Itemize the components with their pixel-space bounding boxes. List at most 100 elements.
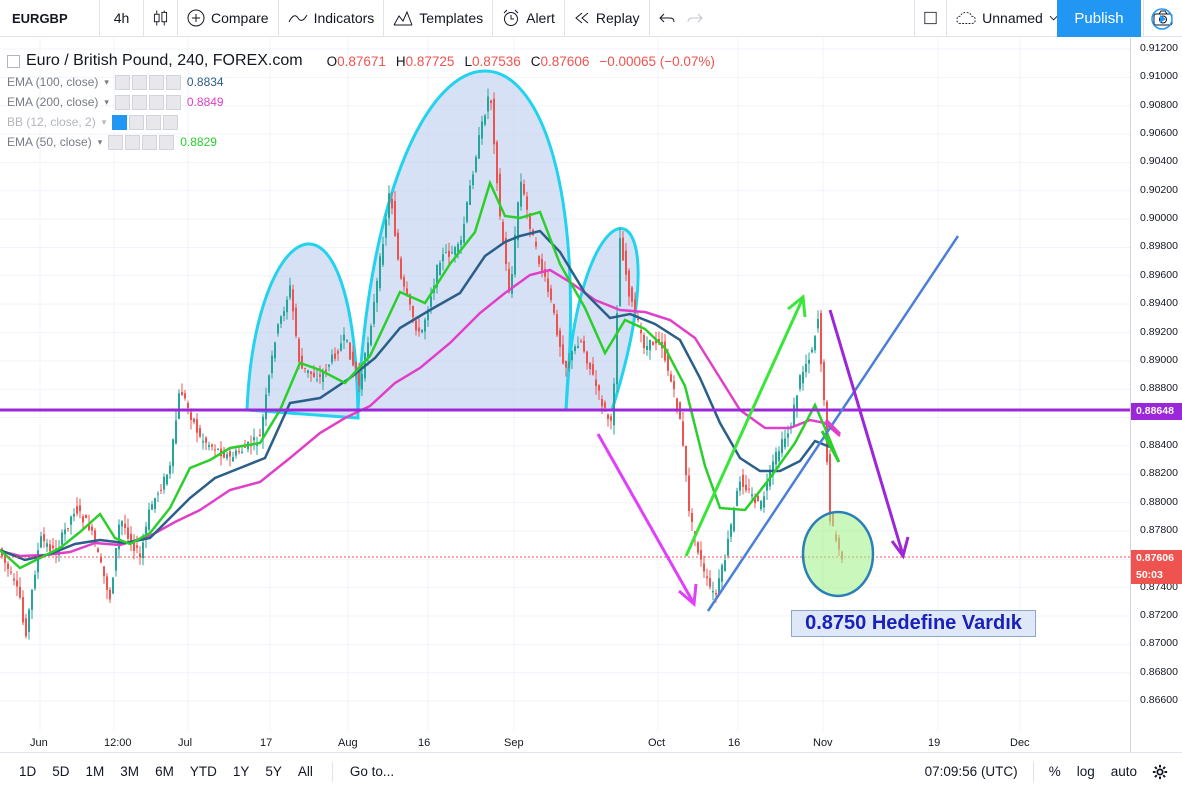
- bar-countdown-tag: 50:03: [1131, 567, 1182, 585]
- indicator-controls[interactable]: [112, 114, 179, 130]
- trendline[interactable]: [706, 235, 960, 612]
- indicators-button[interactable]: Indicators: [279, 0, 385, 37]
- range-button-3m[interactable]: 3M: [120, 764, 140, 779]
- indicator-controls[interactable]: [114, 94, 181, 110]
- time-tick-label: Jul: [178, 737, 193, 749]
- eye-icon[interactable]: [114, 94, 130, 110]
- price-axis[interactable]: 0.91200 0.91000 0.90800 0.90600 0.90400 0.902…: [1130, 38, 1182, 752]
- candle: [565, 360, 567, 368]
- candle: [499, 173, 501, 217]
- gear-icon[interactable]: [125, 134, 141, 150]
- publish-label: Publish: [1074, 10, 1124, 27]
- undo-icon[interactable]: [658, 12, 675, 24]
- candle: [730, 524, 732, 537]
- price-chart[interactable]: [0, 38, 1130, 731]
- indicator-row-ema100[interactable]: EMA (100, close) ▾ 0.8834: [7, 72, 715, 92]
- eye-icon[interactable]: [108, 134, 124, 150]
- chart-pane[interactable]: Euro / British Pound, 240, FOREX.com O0.…: [0, 38, 1182, 731]
- candle: [31, 589, 33, 610]
- candle: [451, 252, 453, 254]
- indicator-row-bb[interactable]: BB (12, close, 2) ▾: [7, 112, 715, 132]
- range-button-5d[interactable]: 5D: [52, 764, 70, 779]
- gear-icon[interactable]: [129, 114, 145, 130]
- candle: [283, 311, 285, 316]
- candle: [322, 372, 324, 382]
- candle: [397, 232, 399, 260]
- price-tick-label: 0.88800: [1140, 382, 1178, 395]
- range-button-1y[interactable]: 1Y: [232, 764, 250, 779]
- candle: [235, 450, 237, 456]
- last-price-tag: 0.87606: [1131, 550, 1182, 568]
- range-button-1m[interactable]: 1M: [85, 764, 105, 779]
- candle: [385, 219, 387, 238]
- range-button-5y[interactable]: 5Y: [265, 764, 282, 779]
- range-button-1d[interactable]: 1D: [19, 764, 37, 779]
- fullscreen-rect-button[interactable]: [915, 0, 947, 37]
- log-toggle[interactable]: log: [1076, 764, 1095, 779]
- close-icon[interactable]: [163, 114, 179, 130]
- purple-arrow[interactable]: [828, 309, 905, 556]
- target-circle[interactable]: [801, 510, 875, 598]
- close-icon[interactable]: [165, 94, 181, 110]
- publish-button[interactable]: Publish: [1057, 0, 1141, 37]
- candle: [667, 354, 669, 371]
- redo-icon[interactable]: [687, 12, 703, 24]
- goto-button[interactable]: Go to...: [349, 764, 395, 779]
- stream-button[interactable]: [1141, 0, 1182, 37]
- candle: [34, 575, 36, 589]
- gear-icon[interactable]: [1152, 764, 1168, 780]
- range-button-6m[interactable]: 6M: [155, 764, 174, 779]
- templates-button[interactable]: Templates: [384, 0, 494, 37]
- layout-menu-button[interactable]: Unnamed: [947, 0, 1068, 37]
- price-tick-label: 0.86800: [1140, 665, 1178, 678]
- candle: [172, 439, 174, 467]
- plus-icon[interactable]: [148, 94, 164, 110]
- replay-button[interactable]: Replay: [565, 0, 650, 37]
- indicator-row-ema200[interactable]: EMA (200, close) ▾ 0.8849: [7, 92, 715, 112]
- gear-icon[interactable]: [131, 74, 147, 90]
- candle: [535, 241, 537, 247]
- close-icon[interactable]: [159, 134, 175, 150]
- candle: [61, 532, 63, 545]
- symbol-search-button[interactable]: EURGBP: [0, 0, 100, 37]
- utc-clock[interactable]: 07:09:56 (UTC): [924, 764, 1018, 779]
- alert-button[interactable]: Alert: [493, 0, 565, 37]
- time-axis[interactable]: Jun 12:00 Jul 17 Aug 16 Sep Oct 16 Nov 19 Dec: [0, 731, 1130, 752]
- magenta-arrow[interactable]: [596, 433, 695, 603]
- candle: [682, 421, 684, 446]
- indicator-label: EMA (200, close): [7, 95, 99, 109]
- plus-icon[interactable]: [146, 114, 162, 130]
- eye-icon[interactable]: [114, 74, 130, 90]
- candle: [274, 342, 276, 359]
- symbol-title: Euro / British Pound, 240, FOREX.com: [26, 52, 303, 69]
- candles-icon: [153, 10, 168, 26]
- interval-button[interactable]: 4h: [100, 0, 144, 37]
- legend-title-row: Euro / British Pound, 240, FOREX.com O0.…: [7, 50, 715, 72]
- percent-toggle[interactable]: %: [1048, 764, 1061, 779]
- plus-icon[interactable]: [148, 74, 164, 90]
- chart-legend: Euro / British Pound, 240, FOREX.com O0.…: [7, 50, 715, 152]
- eye-icon[interactable]: [112, 114, 128, 130]
- range-button-all[interactable]: All: [297, 764, 313, 779]
- candle: [337, 351, 339, 354]
- plus-icon[interactable]: [142, 134, 158, 150]
- candle: [202, 441, 204, 443]
- candle: [724, 560, 726, 572]
- indicator-row-ema50[interactable]: EMA (50, close) ▾ 0.8829: [7, 132, 715, 152]
- close-icon[interactable]: [165, 74, 181, 90]
- candle: [487, 96, 489, 112]
- green-arrow[interactable]: [684, 299, 804, 557]
- range-button-ytd[interactable]: YTD: [189, 764, 217, 779]
- candle: [742, 474, 744, 487]
- gear-icon[interactable]: [131, 94, 147, 110]
- chart-style-button[interactable]: [144, 0, 178, 37]
- indicator-controls[interactable]: [108, 134, 175, 150]
- auto-toggle[interactable]: auto: [1110, 764, 1137, 779]
- compare-button[interactable]: Compare: [178, 0, 279, 37]
- candle: [613, 383, 615, 426]
- indicator-controls[interactable]: [114, 74, 181, 90]
- candle: [550, 288, 552, 301]
- target-note[interactable]: 0.8750 Hedefine Vardık: [791, 610, 1036, 637]
- alarm-clock-icon: [503, 9, 519, 26]
- price-tick-label: 0.90400: [1140, 155, 1178, 168]
